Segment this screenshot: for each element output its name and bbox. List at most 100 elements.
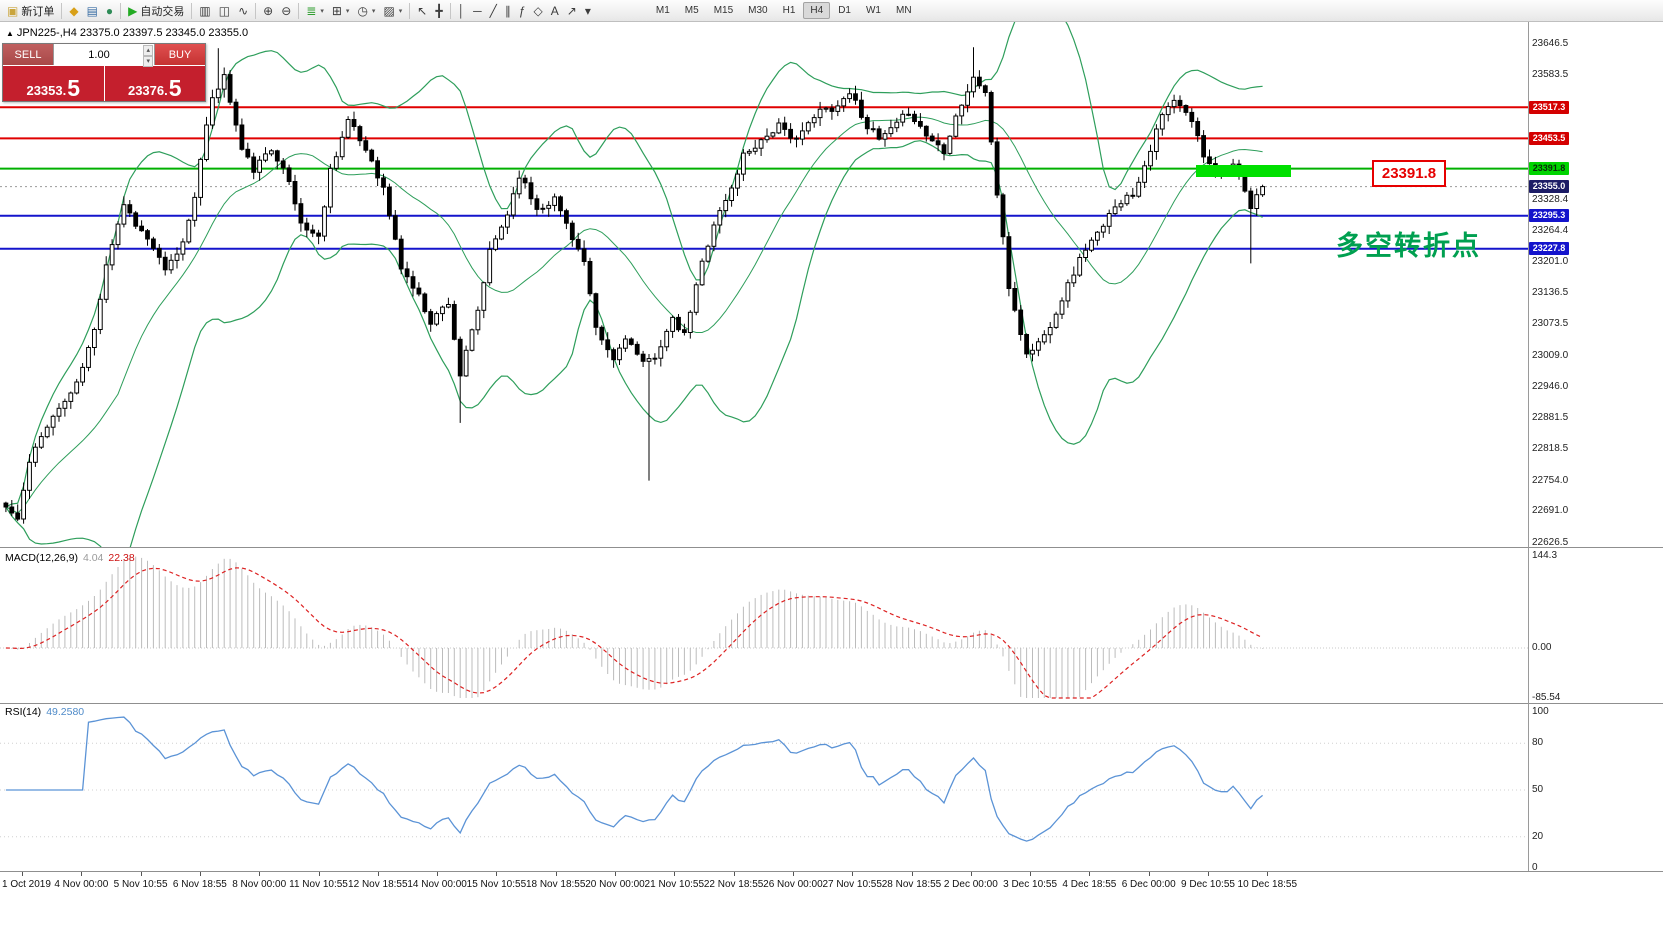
timeframe-w1-button[interactable]: W1 <box>865 5 881 16</box>
zoom-in-button[interactable]: ⊕ <box>260 3 276 19</box>
candle-body <box>847 93 853 100</box>
fibonacci-button[interactable]: ƒ <box>516 3 529 19</box>
timeframe-d1-button[interactable]: D1 <box>838 5 851 16</box>
templates-button[interactable]: ▨ ▾ <box>380 3 405 19</box>
candle-body <box>829 107 835 112</box>
volume-down-button[interactable]: ▾ <box>143 56 153 67</box>
price-axis-label: 22818.5 <box>1532 443 1569 455</box>
panel-divider[interactable] <box>0 871 1663 872</box>
buy-button[interactable]: BUY <box>155 44 205 65</box>
text-button[interactable]: A <box>548 3 562 19</box>
candle-body <box>1171 99 1177 108</box>
toolbar-group: ⊕ ⊖ <box>260 3 294 19</box>
auto-trading-button-label: 自动交易 <box>140 5 185 18</box>
candle-body <box>410 276 416 289</box>
shapes-dropdown-button[interactable]: ▾ <box>582 3 594 19</box>
candle-body <box>1012 288 1018 311</box>
symbol-ohlc-text: JPN225-,H4 23375.0 23397.5 23345.0 23355… <box>16 27 249 39</box>
tile-windows-button[interactable]: ⊞ ▾ <box>329 3 353 19</box>
candlestick-chart-button[interactable]: ◫ <box>216 3 233 19</box>
buy-price[interactable]: 23376. 5 <box>104 66 205 101</box>
equidistant-channel-button[interactable]: ∥ <box>502 3 514 19</box>
candle-body <box>80 366 85 383</box>
time-axis-label: 15 Nov 10:55 <box>466 879 527 890</box>
annotation-text[interactable]: 多空转折点 <box>1336 231 1481 262</box>
candle-body <box>758 139 764 149</box>
auto-trading-button[interactable]: ▶ 自动交易 <box>125 2 187 20</box>
cursor-button[interactable]: ↖ <box>414 3 430 19</box>
sell-price[interactable]: 23353. 5 <box>3 66 104 101</box>
candle-body <box>1130 194 1136 197</box>
time-axis-label: 9 Dec 10:55 <box>1181 879 1235 890</box>
candle-body <box>1136 181 1142 197</box>
market-watch-icon[interactable]: ◆ <box>66 3 81 19</box>
price-axis-label: 23264.4 <box>1532 224 1569 236</box>
horizontal-line-button[interactable]: ─ <box>470 3 485 19</box>
toolbar-separator <box>120 2 122 19</box>
timeframe-m1-button[interactable]: M1 <box>655 5 670 16</box>
periods-button[interactable]: ◷ ▾ <box>354 3 378 19</box>
navigator-icon[interactable]: ● <box>103 3 116 19</box>
price-chart[interactable] <box>0 22 1528 547</box>
candle-body <box>735 173 740 189</box>
time-axis-label: 12 Nov 18:55 <box>348 879 408 890</box>
timeframe-mn-button[interactable]: MN <box>895 5 912 16</box>
bar-chart-button[interactable]: ▥ <box>196 3 213 19</box>
macd-axis-label: 144.3 <box>1532 550 1558 561</box>
timeframe-m30-button[interactable]: M30 <box>748 5 768 16</box>
trendline-button[interactable]: ╱ <box>487 3 500 19</box>
toolbar-group: │ ─ ╱ ∥ ƒ ◇ A ↗ ▾ <box>455 3 594 19</box>
crosshair-button[interactable]: ╋ <box>432 3 445 19</box>
dropdown-caret-icon: ▾ <box>398 7 403 15</box>
price-tag-23391.8[interactable]: 23391.8 <box>1529 162 1569 176</box>
price-tag-23517.3[interactable]: 23517.3 <box>1529 100 1569 114</box>
price-tag-23227.8[interactable]: 23227.8 <box>1529 242 1569 256</box>
arrow-label-button[interactable]: ↗ <box>564 3 580 19</box>
panel-divider[interactable] <box>0 547 1663 548</box>
time-axis-label: 5 Nov 10:55 <box>113 879 168 890</box>
candle-body <box>658 346 664 359</box>
timeframe-m15-button[interactable]: M15 <box>713 5 734 16</box>
fibonacci-icon: ƒ <box>518 3 526 18</box>
sell-button[interactable]: SELL <box>3 44 53 65</box>
data-window-icon[interactable]: ▤ <box>84 3 101 19</box>
timeframe-h4-button[interactable]: H4 <box>803 2 831 19</box>
price-callout[interactable]: 23391.8 <box>1372 160 1446 187</box>
timeframe-h1-button[interactable]: H1 <box>782 5 796 16</box>
candle-body <box>782 122 788 130</box>
time-tick <box>852 872 854 876</box>
macd-header: MACD(12,26,9) 4.04 22.38 <box>5 552 135 564</box>
ellipse-button[interactable]: ◇ <box>531 3 546 19</box>
candle-body <box>746 150 752 154</box>
candle-body <box>1183 105 1189 113</box>
price-tag-23355.0[interactable]: 23355.0 <box>1529 180 1569 194</box>
templates-icon: ▨ <box>383 3 395 18</box>
candle-body <box>174 253 180 261</box>
price-axis[interactable]: 23646.5 23583.5 23328.4 23264.4 23201.0 23136… <box>1529 22 1663 947</box>
candle-body <box>1053 313 1059 328</box>
highlight-rectangle[interactable] <box>1196 165 1291 177</box>
price-axis-label: 23646.5 <box>1532 38 1569 49</box>
volume-up-button[interactable]: ▴ <box>143 45 153 56</box>
candle-body <box>705 245 711 262</box>
candle-body <box>180 241 186 255</box>
candlesticks <box>3 47 1265 524</box>
price-axis-label: 23328.4 <box>1532 193 1569 205</box>
panel-divider[interactable] <box>0 703 1663 704</box>
price-tag-23295.3[interactable]: 23295.3 <box>1529 209 1569 223</box>
candle-body <box>68 392 74 402</box>
rsi-panel[interactable] <box>0 704 1528 871</box>
indicators-button[interactable]: ≣ ▾ <box>303 3 327 19</box>
line-chart-button[interactable]: ∿ <box>235 3 251 19</box>
vertical-line-button[interactable]: │ <box>455 3 469 19</box>
macd-panel[interactable] <box>0 548 1528 703</box>
candle-body <box>198 158 203 198</box>
timeframe-m5-button[interactable]: M5 <box>684 5 699 16</box>
time-axis[interactable]: 1 Oct 2019 4 Nov 00:00 5 Nov 10:55 6 Nov 18… <box>0 872 1663 947</box>
candle-body <box>1036 341 1041 351</box>
zoom-out-button[interactable]: ⊖ <box>278 3 294 19</box>
candle-body <box>528 182 534 200</box>
new-order-button[interactable]: ▣ 新订单 <box>4 2 57 20</box>
price-tag-23453.5[interactable]: 23453.5 <box>1529 131 1569 145</box>
volume-input[interactable] <box>54 44 154 65</box>
